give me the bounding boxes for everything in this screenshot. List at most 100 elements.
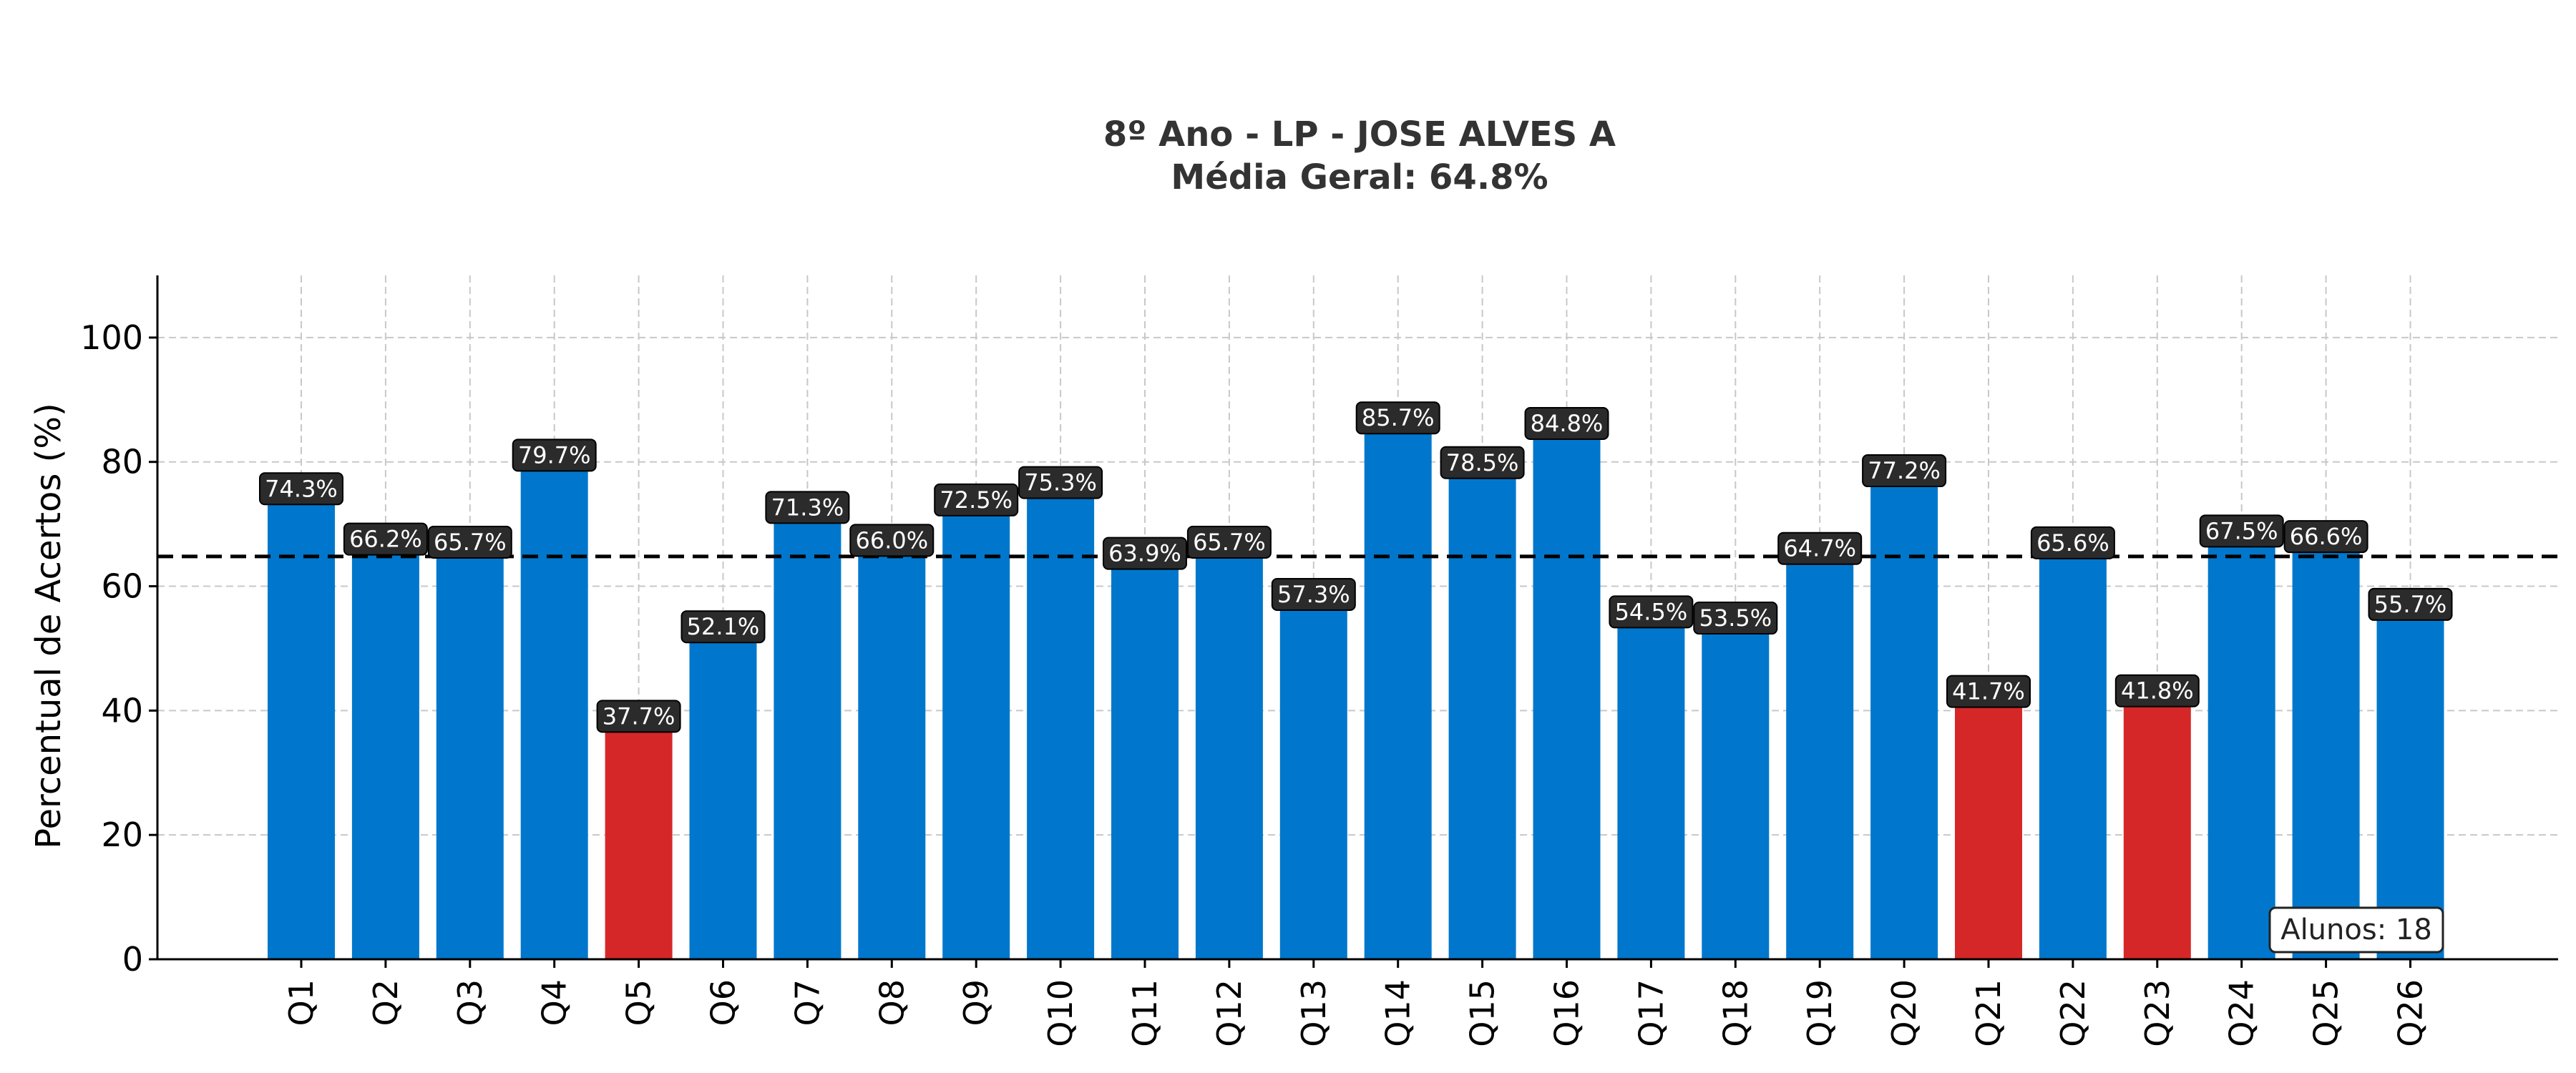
bar-q1	[268, 497, 335, 959]
bar-value-label-box	[1609, 595, 1694, 629]
bar-value-label: 67.5%	[2205, 517, 2278, 544]
x-tick-label: Q2	[366, 979, 405, 1026]
x-tick-label: Q20	[1885, 979, 1923, 1047]
x-tick-label: Q13	[1294, 979, 1333, 1047]
x-tick-label: Q1	[282, 979, 321, 1026]
bar-value-label: 66.0%	[855, 526, 928, 554]
students-count-label: Alunos: 18	[2280, 913, 2432, 946]
bar-value-label: 63.9%	[1108, 540, 1181, 567]
bar-q22	[2039, 551, 2107, 959]
chart-title: 8º Ano - LP - JOSE ALVES A	[1103, 114, 1616, 155]
bar-value-label-box	[1271, 578, 1356, 612]
bar-value-label: 53.5%	[1699, 604, 1772, 632]
bar-value-label-box	[2368, 587, 2453, 621]
bar-value-label-box	[2114, 674, 2200, 707]
bar-q4	[520, 464, 588, 959]
bar-value-label-box	[934, 483, 1019, 516]
bar-value-label-box	[427, 526, 512, 559]
x-tick-label: Q4	[535, 979, 574, 1026]
bar-value-label: 77.2%	[1868, 457, 1941, 484]
x-tick-label: Q26	[2391, 979, 2430, 1047]
bar-value-label-box	[1777, 531, 1863, 565]
bar-q8	[858, 549, 926, 959]
bar-q13	[1279, 603, 1347, 959]
bar-q21	[1955, 700, 2022, 959]
bar-q14	[1364, 426, 1432, 959]
bar-q25	[2292, 545, 2360, 959]
bar-value-label-box	[2199, 514, 2284, 548]
grid-layer	[157, 275, 2558, 960]
bar-q23	[2123, 699, 2191, 959]
x-tick-label: Q22	[2054, 979, 2092, 1047]
bar-value-label: 84.8%	[1531, 410, 1604, 437]
bar-value-label-box	[680, 610, 766, 644]
bar-value-label-box	[259, 472, 343, 506]
x-tick-label: Q12	[1210, 979, 1249, 1047]
bar-value-label-box	[1946, 675, 2031, 708]
y-axis-label: Percentual de Acertos (%)	[29, 403, 69, 848]
bar-value-label: 72.5%	[940, 486, 1013, 514]
bar-value-label-box	[596, 700, 681, 733]
x-tick-label: Q7	[788, 979, 826, 1026]
bar-q9	[942, 508, 1010, 959]
bar-labels-layer: 74.3% 66.2% 65.7% 79.7% 37.7% 52.1% 71.3% 66.0%…	[259, 401, 2453, 733]
bar-q16	[1533, 432, 1601, 959]
bar-value-label-box	[1524, 407, 1609, 441]
y-tick-label: 0	[122, 940, 143, 979]
bar-value-label-box	[1186, 526, 1272, 559]
bar-q12	[1195, 551, 1263, 959]
bar-q20	[1870, 479, 1938, 959]
ticks-layer: 0 20 40 60 80 100 Q1 Q2 Q3 Q4 Q5 Q6 Q7 Q8 Q9 Q10 Q11 Q12 Q…	[80, 318, 2429, 1047]
bar-value-label: 65.7%	[434, 529, 507, 556]
bar-value-label: 65.6%	[2036, 529, 2109, 557]
y-tick-label: 60	[101, 567, 143, 606]
x-tick-label: Q9	[957, 979, 995, 1026]
bar-value-label: 78.5%	[1446, 449, 1519, 476]
bar-value-label: 41.8%	[2121, 677, 2194, 705]
bar-value-label: 37.7%	[602, 702, 675, 730]
bar-value-label-box	[1103, 536, 1187, 570]
x-tick-label: Q24	[2223, 979, 2261, 1047]
x-tick-label: Q10	[1041, 979, 1080, 1047]
x-tick-label: Q25	[2307, 979, 2346, 1047]
bar-value-label-box	[1440, 446, 1525, 479]
x-tick-label: Q18	[1716, 979, 1755, 1047]
x-tick-label: Q8	[872, 979, 911, 1026]
bar-q11	[1111, 562, 1179, 959]
bar-value-label-box	[1018, 466, 1103, 499]
y-tick-label: 40	[101, 691, 143, 730]
bar-value-label: 52.1%	[687, 613, 760, 640]
bar-value-label-box	[2283, 520, 2368, 554]
bar-value-label-box	[849, 524, 935, 557]
x-tick-label: Q17	[1631, 979, 1670, 1047]
bar-value-label: 71.3%	[771, 494, 844, 521]
x-tick-label: Q19	[1800, 979, 1839, 1047]
bar-value-label-box	[512, 438, 597, 472]
bar-value-label: 54.5%	[1615, 598, 1688, 625]
x-tick-label: Q3	[451, 979, 489, 1026]
bar-value-label: 74.3%	[265, 475, 338, 502]
bar-value-label: 64.7%	[1783, 535, 1856, 562]
y-tick-label: 20	[101, 815, 143, 854]
bar-value-label: 55.7%	[2374, 591, 2447, 618]
bar-value-label: 79.7%	[518, 441, 591, 469]
x-tick-label: Q21	[1969, 979, 2008, 1047]
x-tick-label: Q11	[1126, 979, 1164, 1047]
bar-value-label-box	[1355, 401, 1440, 435]
bar-value-label-box	[765, 491, 850, 524]
bar-value-label: 65.7%	[1193, 529, 1266, 556]
y-tick-label: 80	[101, 443, 143, 481]
x-tick-label: Q14	[1379, 979, 1418, 1047]
x-tick-label: Q23	[2138, 979, 2177, 1047]
x-tick-label: Q16	[1548, 979, 1586, 1047]
y-tick-label: 100	[80, 318, 143, 357]
bar-q17	[1617, 620, 1685, 959]
bar-value-label: 66.2%	[349, 526, 422, 553]
x-tick-label: Q6	[704, 979, 743, 1026]
bar-value-label: 85.7%	[1362, 404, 1435, 431]
axes-layer	[156, 275, 2558, 961]
bar-value-label: 75.3%	[1024, 469, 1097, 496]
students-count-box	[2268, 906, 2444, 954]
bar-q7	[774, 516, 841, 959]
